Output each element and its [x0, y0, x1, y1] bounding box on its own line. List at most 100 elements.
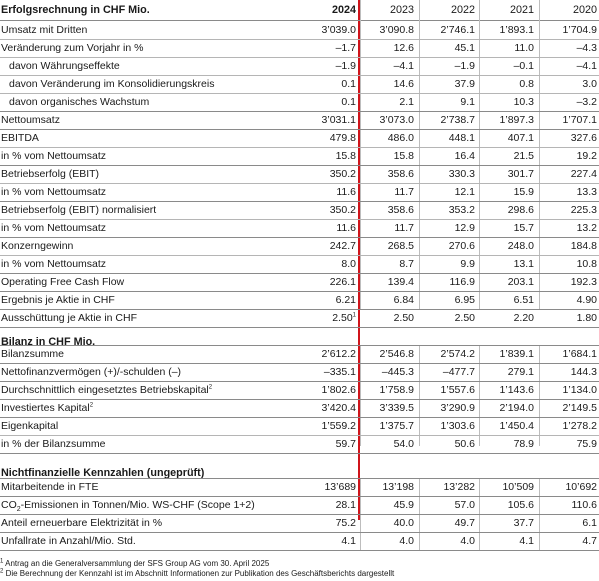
value-2020: 184.8 [540, 237, 597, 255]
value-text: 13.3 [576, 186, 597, 198]
value-2020: 3.0 [540, 75, 597, 93]
value-2021: 298.6 [480, 201, 534, 219]
value-2024: 11.6 [300, 219, 356, 237]
row-divider [0, 57, 599, 58]
row-label-text: in % vom Nettoumsatz [1, 258, 107, 270]
value-text: 13’198 [382, 481, 414, 493]
value-text: 8.7 [399, 258, 414, 270]
value-text: 12.6 [393, 42, 414, 54]
value-text: 0.1 [341, 78, 356, 90]
table-row: Eigenkapital 1’559.2 1’375.7 1’303.6 1’450.4… [0, 417, 599, 435]
row-label-text: davon Währungseffekte [9, 60, 120, 72]
value-2020: 13.3 [540, 183, 597, 201]
value-text: 6.95 [454, 294, 475, 306]
value-2023: –445.3 [361, 363, 414, 381]
value-text: 1’758.9 [379, 384, 414, 396]
footnote: 1 Antrag an die Generalversammlung der S… [0, 558, 269, 568]
value-text: –4.3 [576, 42, 597, 54]
value-2021: 4.1 [480, 532, 534, 550]
row-divider [0, 273, 599, 274]
value-2023: 12.6 [361, 39, 414, 57]
row-label: davon Veränderung im Konsolidierungskrei… [9, 75, 214, 93]
value-2021: 105.6 [480, 496, 534, 514]
value-2023: 3’090.8 [361, 21, 414, 39]
value-text: 11.6 [336, 186, 356, 198]
value-2024: 3’039.0 [300, 21, 356, 39]
row-divider [0, 291, 599, 292]
value-2024: 0.1 [300, 93, 356, 111]
value-text: 1’278.2 [562, 420, 597, 432]
value-text: –1.7 [335, 42, 356, 54]
value-2024: 4.1 [300, 532, 356, 550]
row-label-text: Nettoumsatz [1, 114, 60, 126]
income-header-row: Erfolgsrechnung in CHF Mio. 2024 2023 2022 2… [0, 1, 599, 19]
year-header-2023: 2023 [389, 4, 414, 16]
value-2021: 407.1 [480, 129, 534, 147]
co2-prefix: CO [1, 499, 17, 511]
value-2021: 1’450.4 [480, 417, 534, 435]
value-2024: 13’689 [300, 478, 356, 496]
value-2020: 227.4 [540, 165, 597, 183]
row-label: Durchschnittlich eingesetztes Betriebska… [1, 381, 212, 399]
value-text: 6.84 [393, 294, 414, 306]
value-text: 226.1 [329, 276, 356, 288]
row-divider [0, 435, 599, 436]
footnote-mark: 1 [0, 558, 4, 565]
value-text: 2.50 [332, 312, 353, 324]
row-label-text: Eigenkapital [1, 420, 59, 432]
value-2021: 2.20 [480, 309, 534, 327]
value-text: 16.4 [454, 150, 475, 162]
year-header-2024: 2024 [331, 4, 356, 16]
value-2021: 10.3 [480, 93, 534, 111]
value-text: 486.0 [387, 132, 414, 144]
value-text: 184.8 [570, 240, 597, 252]
value-2022: 448.1 [420, 129, 475, 147]
row-divider [0, 381, 599, 382]
value-text: 4.1 [341, 535, 356, 547]
value-text: 11.7 [394, 222, 414, 234]
value-text: –1.9 [335, 60, 356, 72]
value-2022: 2.50 [420, 309, 475, 327]
value-text: 0.8 [519, 78, 534, 90]
value-2021: 6.51 [480, 291, 534, 309]
value-2023: 8.7 [361, 255, 414, 273]
column-divider [479, 0, 480, 309]
row-label-text: Unfallrate in Anzahl/Mio. Std. [1, 535, 136, 547]
value-2020: 1.80 [540, 309, 597, 327]
nonfin-header-row: Nichtfinanzielle Kennzahlen (ungeprüft) [0, 464, 599, 482]
value-text: 1’303.6 [440, 420, 475, 432]
value-text: 13’689 [324, 481, 356, 493]
value-text: –477.7 [442, 366, 475, 378]
row-label: Betriebserfolg (EBIT) [1, 165, 99, 183]
value-2022: 4.0 [420, 532, 475, 550]
value-2020: 10’692 [540, 478, 597, 496]
column-divider [360, 345, 361, 446]
footnote: 2 Die Berechnung der Kennzahl ist im Abs… [0, 568, 394, 578]
value-2024: –335.1 [300, 363, 356, 381]
value-2022: 330.3 [420, 165, 475, 183]
row-divider [0, 237, 599, 238]
value-2020: 225.3 [540, 201, 597, 219]
value-text: 1’839.1 [499, 348, 534, 360]
row-label-text: Umsatz mit Dritten [1, 24, 88, 36]
value-text: 144.3 [570, 366, 597, 378]
table-row: Anteil erneuerbare Elektrizität in % 75.2… [0, 514, 599, 532]
value-text: 358.6 [387, 204, 414, 216]
row-label-text: in % vom Nettoumsatz [1, 222, 107, 234]
value-2022: 12.9 [420, 219, 475, 237]
value-text: 1’897.3 [499, 114, 534, 126]
value-text: 3’339.5 [379, 402, 414, 414]
value-text: 1.80 [576, 312, 597, 324]
value-2023: 6.84 [361, 291, 414, 309]
value-text: 2’746.1 [440, 24, 475, 36]
value-text: 2’149.5 [562, 402, 597, 414]
row-label: Operating Free Cash Flow [1, 273, 124, 291]
row-divider [0, 327, 599, 328]
value-2021: 301.7 [480, 165, 534, 183]
value-2020: 4.90 [540, 291, 597, 309]
value-2022: 3’290.9 [420, 399, 475, 417]
value-text: 3’073.0 [379, 114, 414, 126]
value-2020: –4.3 [540, 39, 597, 57]
value-text: 350.2 [329, 168, 356, 180]
value-text: 12.9 [454, 222, 475, 234]
